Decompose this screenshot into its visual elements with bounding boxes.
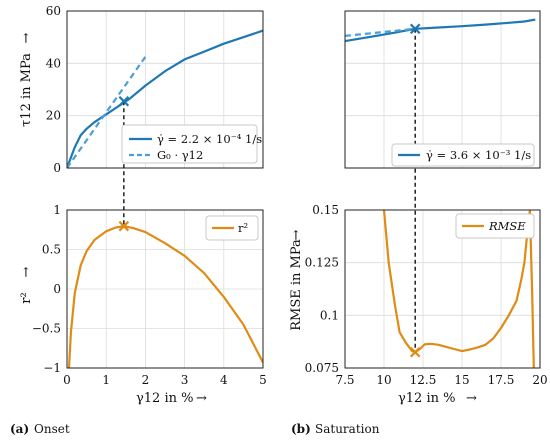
onset_r2-ytick-label: 1 [53,203,61,217]
onset-r2-legend: r² [205,215,259,241]
saturation_rmse-xtick-label: 12.5 [410,373,437,387]
saturation_rmse-xtick-label: 20 [532,373,547,387]
onset_stress-x-marker [118,95,130,107]
saturation-rmse-ylabel-arrow: → [289,229,304,240]
onset-r2-frame [66,209,264,369]
onset_r2-series-0 [67,225,263,368]
saturation_stress-series-1 [345,27,416,37]
saturation-legend-rmse: RMSE [488,219,526,233]
onset_r2-xtick-label: 2 [142,373,150,387]
saturation-xlabel-arrow: → [466,391,477,406]
onset_stress-ytick-label: 20 [46,109,61,123]
saturation_rmse-xtick-label: 10 [376,373,391,387]
onset-stress-legend: γ̇ = 2.2 × 10⁻⁴ 1/s G₀ · γ12 [121,124,262,164]
onset_stress-ytick-label: 60 [46,4,61,18]
saturation-rmse-legend: RMSE [455,213,535,239]
saturation_stress-series-0 [345,18,536,43]
saturation-legend-rate: γ̇ = 3.6 × 10⁻³ 1/s [426,148,531,162]
onset-legend-modulus: G₀ · γ12 [157,148,203,162]
saturation_rmse-series-0 [382,210,535,368]
onset_r2-xtick-label: 5 [259,373,267,387]
caption-b-text: Saturation [315,422,380,436]
onset_r2-ytick-label: 0.5 [42,243,61,257]
onset_r2-ytick-label: −0.5 [32,322,61,336]
saturation_rmse-xtick-label: 7.5 [335,373,354,387]
onset-legend-rate: γ̇ = 2.2 × 10⁻⁴ 1/s [157,132,262,146]
onset-r2-ylabel-arrow: → [19,266,34,277]
marker-layer [118,23,421,358]
saturation_rmse-ytick-label: 0.15 [312,203,339,217]
onset_r2-xtick-label: 0 [63,373,71,387]
saturation-stress-legend: γ̇ = 3.6 × 10⁻³ 1/s [391,143,535,167]
caption-a-tag: (a) [10,422,29,436]
onset-xlabel: γ12 in % [136,391,193,406]
onset-stress-ylabel: τ12 in MPa [19,53,34,127]
saturation_rmse-xtick-label: 15 [454,373,469,387]
saturation-rmse-frame [344,209,541,369]
saturation_rmse-xtick-label: 17.5 [488,373,515,387]
caption-b-tag: (b) [291,422,311,436]
onset-stress-ylabel-arrow: → [19,32,34,43]
saturation_rmse-ytick-label: 0.075 [305,361,339,375]
onset_r2-xtick-label: 1 [102,373,110,387]
saturation-xlabel: γ12 in % [398,391,455,406]
onset-stress-frame [66,10,264,169]
onset_stress-series-1 [67,56,147,168]
onset_r2-ytick-label: −1 [43,361,61,375]
saturation-rmse-ylabel: RMSE in MPa [289,239,304,331]
onset-legend-r2: r² [238,221,248,235]
onset_r2-xtick-label: 3 [181,373,189,387]
saturation_rmse-x-marker [409,346,421,358]
onset_r2-x-marker [118,220,130,232]
onset_r2-xtick-label: 4 [220,373,228,387]
saturation_stress-x-marker [409,23,421,35]
onset-r2-ylabel: r² [19,292,34,303]
saturation_rmse-ytick-label: 0.125 [305,256,339,270]
onset_r2-ytick-label: 0 [53,282,61,296]
saturation_rmse-ytick-label: 0.1 [320,308,339,322]
saturation-stress-frame [344,10,541,169]
caption-a-text: Onset [34,422,70,436]
onset_stress-ytick-label: 0 [53,161,61,175]
onset-xlabel-arrow: → [196,391,207,406]
onset_stress-ytick-label: 40 [46,56,61,70]
